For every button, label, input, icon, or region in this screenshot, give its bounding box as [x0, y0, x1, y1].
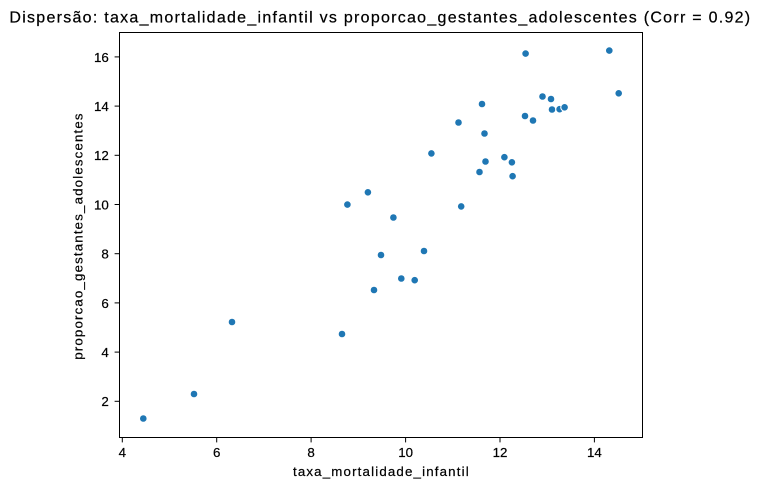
- svg-text:6: 6: [101, 296, 108, 311]
- svg-text:14: 14: [94, 99, 109, 114]
- svg-text:12: 12: [493, 445, 508, 460]
- svg-text:2: 2: [101, 394, 108, 409]
- svg-text:8: 8: [307, 445, 314, 460]
- svg-text:4: 4: [101, 345, 108, 360]
- svg-text:proporcao_gestantes_adolescent: proporcao_gestantes_adolescentes: [71, 112, 86, 360]
- svg-text:12: 12: [94, 148, 109, 163]
- svg-text:taxa_mortalidade_infantil: taxa_mortalidade_infantil: [293, 464, 470, 479]
- svg-text:10: 10: [398, 445, 413, 460]
- svg-text:14: 14: [587, 445, 602, 460]
- svg-text:6: 6: [213, 445, 220, 460]
- svg-text:10: 10: [94, 197, 109, 212]
- svg-text:16: 16: [94, 50, 109, 65]
- svg-text:4: 4: [119, 445, 126, 460]
- svg-text:Dispersão: taxa_mortalidade_in: Dispersão: taxa_mortalidade_infantil vs …: [9, 10, 751, 27]
- svg-text:8: 8: [101, 247, 108, 262]
